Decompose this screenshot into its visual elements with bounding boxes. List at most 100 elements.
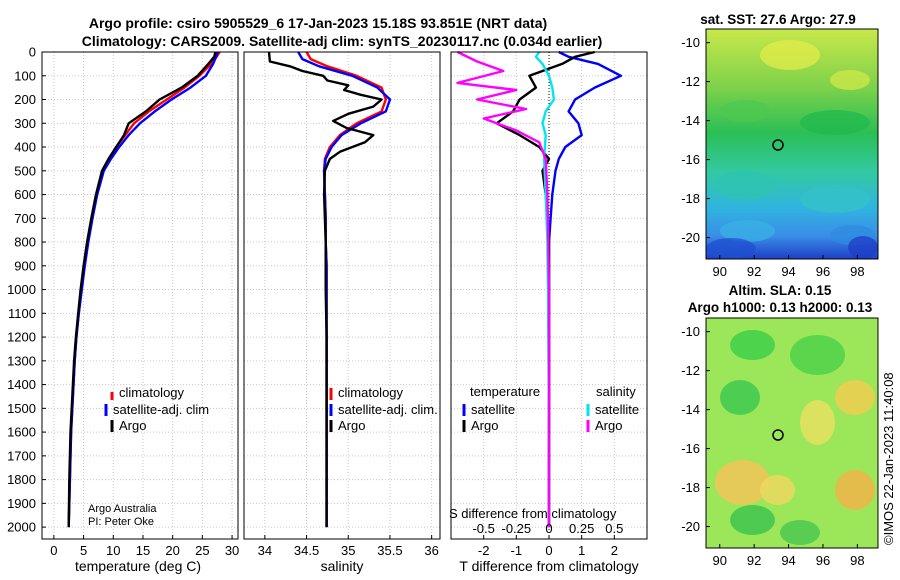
y-tick-label: 400 <box>14 140 36 155</box>
y-tick-label: 300 <box>14 116 36 131</box>
sst-patches <box>706 40 878 259</box>
x-tick-label: -2 <box>478 543 490 558</box>
sst-profile-marker <box>772 139 784 151</box>
legend-satellite: satellite-adj. clim <box>113 402 209 417</box>
x-tick-label: 1 <box>578 543 585 558</box>
x-tick-label: 36 <box>424 543 438 558</box>
sla-patch <box>730 330 775 360</box>
difference-lines <box>456 50 623 528</box>
sla-patch <box>760 475 795 505</box>
x-tick-label: 34 <box>258 543 272 558</box>
temperature-legend: climatology satellite-adj. clim Argo <box>104 385 209 433</box>
t-difference-ticks: -2 -1 0 1 2 <box>478 535 618 558</box>
temperature-grid <box>42 51 238 539</box>
sst-patch <box>706 238 756 259</box>
x-tick-label: 5 <box>80 543 87 558</box>
difference-panel: -2 -1 0 1 2 -0.5 -0.25 0 0.25 0.5 S difference f… <box>449 50 648 574</box>
legend-s-satellite: satellite <box>595 402 639 417</box>
sla-patch <box>800 400 835 445</box>
x-tick-label: 30 <box>225 543 239 558</box>
temperature-axis-label: temperature (deg C) <box>75 558 201 574</box>
sla-map-ticks: 90 92 94 96 98 -10 -12 -14 -16 -18 -20 <box>681 324 864 568</box>
salinity-ticks: 34 34.5 35 35.5 36 <box>258 535 439 558</box>
x-tick-label: 2 <box>611 543 618 558</box>
salinity-legend-satellite: satellite-adj. clim. <box>338 402 438 417</box>
salinity-panel: 34 34.5 35 35.5 36 salinity climatology sate… <box>243 51 441 574</box>
map-x-tick-label: 94 <box>781 553 795 568</box>
map-y-tick-label: -16 <box>681 152 700 167</box>
x-tick-label: 20 <box>165 543 179 558</box>
legend-argo: Argo <box>119 418 146 433</box>
sst-map-ticks: 90 92 94 96 98 -10 -12 -14 -16 -18 -20 <box>681 35 864 279</box>
salinity-lines <box>267 51 392 528</box>
y-tick-label: 700 <box>14 211 36 226</box>
depth-ticks: 0 100 200 300 400 500 600 700 800 900 1000 1100 1200… <box>7 45 46 535</box>
map-x-tick-label: 94 <box>781 264 795 279</box>
x-tick-label: 0 <box>50 543 57 558</box>
sla-patches <box>715 330 875 545</box>
salinity-axes <box>243 51 441 540</box>
sst-patch <box>830 70 870 90</box>
figure-title-line1: Argo profile: csiro 5905529_6 17-Jan-202… <box>89 15 547 31</box>
s-difference-ticks: -0.5 -0.25 0 0.25 0.5 <box>472 521 623 536</box>
s-diff-tick-label: -0.5 <box>472 521 494 536</box>
temperature-axes <box>41 51 239 540</box>
t-difference-axis-label: T difference from climatology <box>459 558 638 574</box>
sst-map-axes <box>705 28 879 260</box>
legend-t-argo: Argo <box>471 418 498 433</box>
x-tick-label: 35.5 <box>377 543 402 558</box>
map-x-tick-label: 92 <box>747 264 761 279</box>
y-tick-label: 1100 <box>8 306 36 321</box>
sst-map: sat. SST: 27.6 Argo: 27.9 90 92 94 96 98 -10 -… <box>681 12 879 279</box>
y-tick-label: 800 <box>14 235 36 250</box>
sst-patch <box>720 220 775 242</box>
sla-patch <box>835 380 875 415</box>
map-y-tick-label: -12 <box>681 74 700 89</box>
map-y-tick-label: -20 <box>681 519 700 534</box>
temperature-ticks: 0 5 10 15 20 25 30 <box>50 535 239 558</box>
y-tick-label: 600 <box>14 187 36 202</box>
legend-t-satellite: satellite <box>471 402 515 417</box>
map-x-tick-label: 96 <box>816 553 830 568</box>
x-tick-label: 25 <box>195 543 209 558</box>
series-line-argo <box>67 51 217 528</box>
map-y-tick-label: -10 <box>681 324 700 339</box>
legend-climatology: climatology <box>119 385 185 400</box>
x-tick-label: 0 <box>545 543 552 558</box>
sla-patch <box>730 505 775 535</box>
map-x-tick-label: 90 <box>713 553 727 568</box>
salinity-legend-argo: Argo <box>338 418 365 433</box>
s-diff-tick-label: 0.25 <box>569 521 594 536</box>
sla-patch <box>790 335 845 375</box>
sla-map: Altim. SLA: 0.15 Argo h1000: 0.13 h2000:… <box>681 283 879 568</box>
s-diff-tick-label: 0 <box>545 521 552 536</box>
y-tick-label: 1000 <box>7 282 36 297</box>
temperature-panel: 0100200300400500600700800900100011001200… <box>7 45 239 575</box>
credit-argo-australia: Argo Australia <box>88 503 157 515</box>
map-x-tick-label: 92 <box>747 553 761 568</box>
y-tick-label: 1800 <box>7 472 36 487</box>
y-tick-label: 100 <box>14 68 36 83</box>
map-x-tick-label: 98 <box>850 553 864 568</box>
y-tick-label: 1900 <box>7 496 36 511</box>
legend-s-argo: Argo <box>595 418 622 433</box>
y-tick-label: 1200 <box>7 330 36 345</box>
map-y-tick-label: -18 <box>681 191 700 206</box>
sst-patch <box>720 100 770 122</box>
figure-title-line2: Climatology: CARS2009. Satellite-adj cli… <box>82 33 603 49</box>
s-diff-tick-label: 0.5 <box>605 521 623 536</box>
map-x-tick-label: 96 <box>816 264 830 279</box>
series-line-s-argo <box>456 50 551 528</box>
sla-map-title-line1: Altim. SLA: 0.15 <box>729 283 832 298</box>
sla-profile-marker <box>772 429 784 441</box>
y-tick-label: 1300 <box>7 353 36 368</box>
x-tick-label: -1 <box>511 543 523 558</box>
sla-patch <box>835 470 875 510</box>
series-line-argo <box>267 51 383 528</box>
sst-patch <box>715 170 775 200</box>
x-tick-label: 10 <box>106 543 120 558</box>
y-tick-label: 2000 <box>7 520 36 535</box>
x-tick-label: 15 <box>136 543 150 558</box>
map-x-tick-label: 90 <box>713 264 727 279</box>
